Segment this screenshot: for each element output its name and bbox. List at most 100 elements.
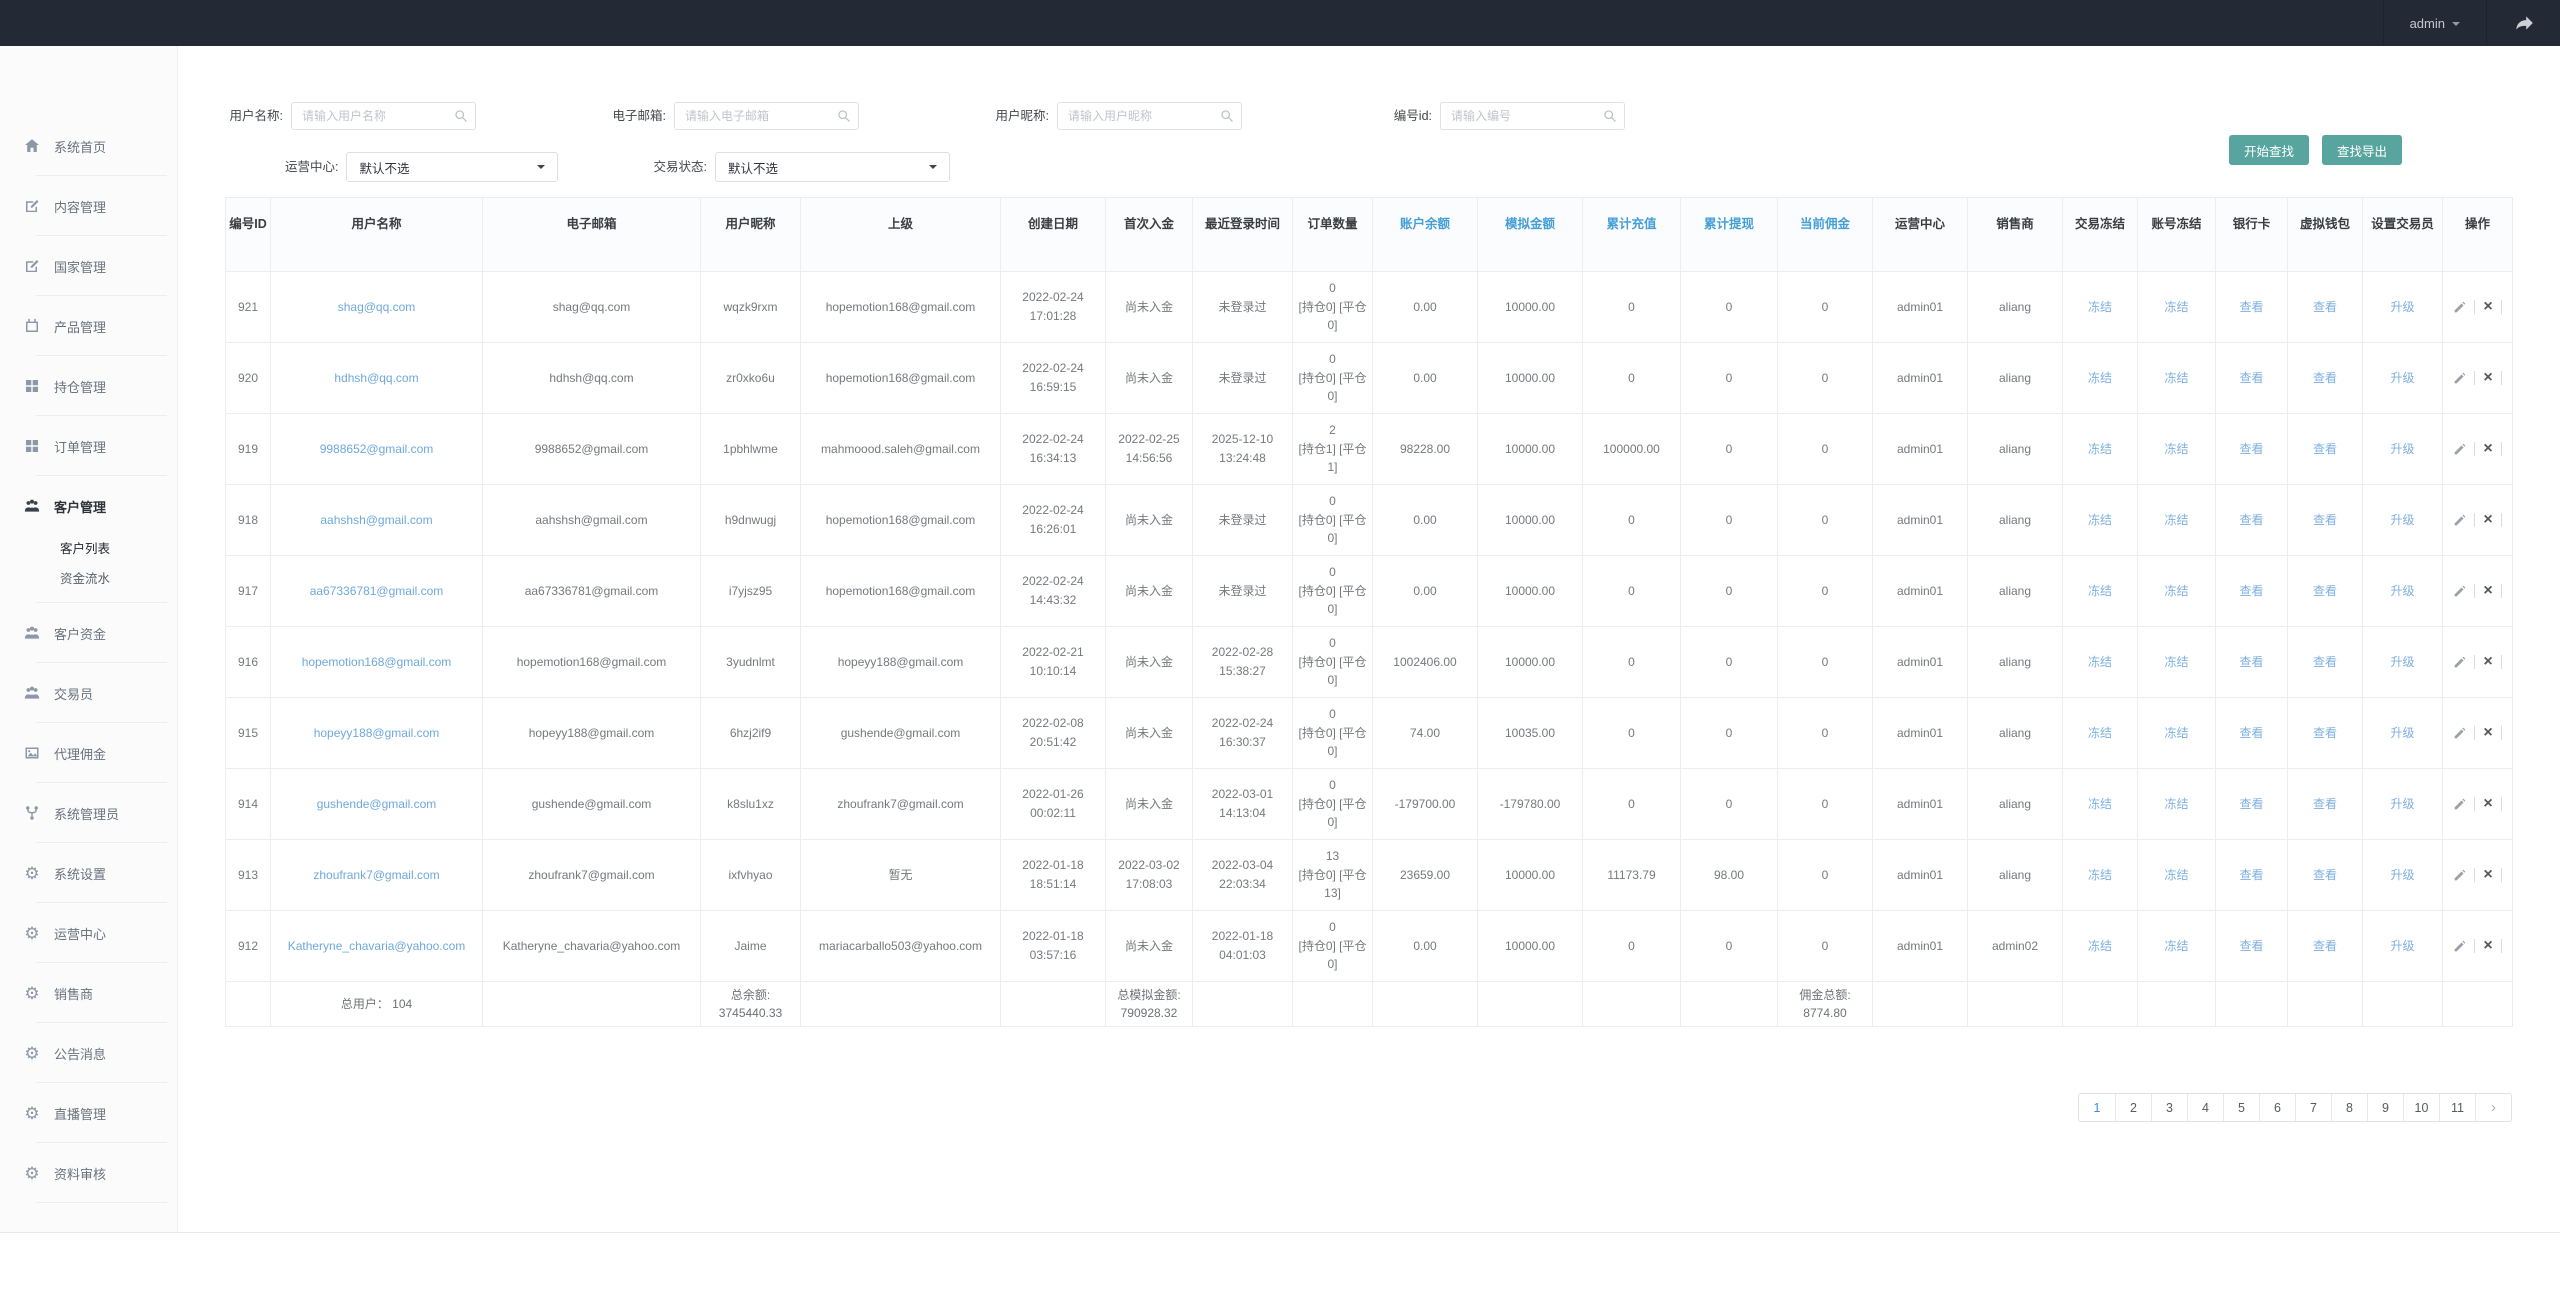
set-trader-link[interactable]: 升级 bbox=[2390, 299, 2415, 314]
edit-icon[interactable] bbox=[2453, 301, 2466, 314]
trade-freeze-link[interactable]: 冻结 bbox=[2087, 938, 2112, 953]
sidebar-item-audit[interactable]: ⚙ 资料审核 bbox=[0, 1143, 177, 1203]
delete-icon[interactable]: × bbox=[2483, 937, 2493, 954]
delete-icon[interactable]: × bbox=[2483, 653, 2493, 670]
nickname-search-input[interactable] bbox=[1057, 102, 1242, 130]
sidebar-item-customer[interactable]: 客户管理 bbox=[0, 476, 177, 536]
wallet-link[interactable]: 查看 bbox=[2312, 441, 2337, 456]
set-trader-link[interactable]: 升级 bbox=[2390, 583, 2415, 598]
edit-icon[interactable] bbox=[2453, 940, 2466, 953]
account-freeze-link[interactable]: 冻结 bbox=[2164, 867, 2189, 882]
export-button[interactable]: 查找导出 bbox=[2321, 135, 2402, 165]
delete-icon[interactable]: × bbox=[2483, 866, 2493, 883]
account-freeze-link[interactable]: 冻结 bbox=[2164, 938, 2189, 953]
bank-card-link[interactable]: 查看 bbox=[2239, 512, 2264, 527]
set-trader-link[interactable]: 升级 bbox=[2390, 938, 2415, 953]
bank-card-link[interactable]: 查看 bbox=[2239, 725, 2264, 740]
user-name-link[interactable]: aa67336781@gmail.com bbox=[309, 583, 444, 598]
delete-icon[interactable]: × bbox=[2483, 795, 2493, 812]
account-freeze-link[interactable]: 冻结 bbox=[2164, 441, 2189, 456]
user-name-link[interactable]: aahshsh@gmail.com bbox=[320, 512, 433, 527]
delete-icon[interactable]: × bbox=[2483, 369, 2493, 386]
search-button[interactable]: 开始查找 bbox=[2228, 135, 2309, 165]
user-name-link[interactable]: 9988652@gmail.com bbox=[319, 441, 434, 456]
user-name-link[interactable]: hdhsh@qq.com bbox=[334, 370, 419, 385]
page-button[interactable]: 10 bbox=[2403, 1094, 2439, 1121]
bank-card-link[interactable]: 查看 bbox=[2239, 441, 2264, 456]
set-trader-link[interactable]: 升级 bbox=[2390, 796, 2415, 811]
edit-icon[interactable] bbox=[2453, 372, 2466, 385]
wallet-link[interactable]: 查看 bbox=[2312, 938, 2337, 953]
logout-button[interactable] bbox=[2486, 0, 2560, 46]
sidebar-item-product[interactable]: 产品管理 bbox=[0, 296, 177, 356]
column-header[interactable]: 账户余额 bbox=[1372, 197, 1478, 272]
account-freeze-link[interactable]: 冻结 bbox=[2164, 725, 2189, 740]
bank-card-link[interactable]: 查看 bbox=[2239, 867, 2264, 882]
bank-card-link[interactable]: 查看 bbox=[2239, 654, 2264, 669]
page-button[interactable]: 5 bbox=[2223, 1094, 2259, 1121]
delete-icon[interactable]: × bbox=[2483, 724, 2493, 741]
bank-card-link[interactable]: 查看 bbox=[2239, 796, 2264, 811]
wallet-link[interactable]: 查看 bbox=[2312, 654, 2337, 669]
page-button[interactable]: 3 bbox=[2151, 1094, 2187, 1121]
account-freeze-link[interactable]: 冻结 bbox=[2164, 654, 2189, 669]
sidebar-item-order[interactable]: 订单管理 bbox=[0, 416, 177, 476]
wallet-link[interactable]: 查看 bbox=[2312, 725, 2337, 740]
wallet-link[interactable]: 查看 bbox=[2312, 512, 2337, 527]
sidebar-item-customer-funds[interactable]: 客户资金 bbox=[0, 603, 177, 663]
column-header[interactable]: 当前佣金 bbox=[1777, 197, 1873, 272]
user-name-link[interactable]: zhoufrank7@gmail.com bbox=[313, 867, 440, 882]
sidebar-item-seller[interactable]: ⚙ 销售商 bbox=[0, 963, 177, 1023]
trade-freeze-link[interactable]: 冻结 bbox=[2087, 725, 2112, 740]
page-button[interactable]: 9 bbox=[2367, 1094, 2403, 1121]
set-trader-link[interactable]: 升级 bbox=[2390, 370, 2415, 385]
column-header[interactable]: 模拟金额 bbox=[1477, 197, 1583, 272]
email-search-input[interactable] bbox=[674, 102, 859, 130]
op-center-select[interactable]: 默认不选 bbox=[346, 152, 559, 182]
sidebar-item-position[interactable]: 持仓管理 bbox=[0, 356, 177, 416]
set-trader-link[interactable]: 升级 bbox=[2390, 441, 2415, 456]
trade-freeze-link[interactable]: 冻结 bbox=[2087, 796, 2112, 811]
account-freeze-link[interactable]: 冻结 bbox=[2164, 512, 2189, 527]
bank-card-link[interactable]: 查看 bbox=[2239, 299, 2264, 314]
account-freeze-link[interactable]: 冻结 bbox=[2164, 370, 2189, 385]
bank-card-link[interactable]: 查看 bbox=[2239, 583, 2264, 598]
trade-status-select[interactable]: 默认不选 bbox=[714, 152, 950, 182]
trade-freeze-link[interactable]: 冻结 bbox=[2087, 370, 2112, 385]
trade-freeze-link[interactable]: 冻结 bbox=[2087, 654, 2112, 669]
edit-icon[interactable] bbox=[2453, 514, 2466, 527]
sidebar-subitem-customer-list[interactable]: 客户列表 bbox=[60, 542, 111, 556]
wallet-link[interactable]: 查看 bbox=[2312, 370, 2337, 385]
delete-icon[interactable]: × bbox=[2483, 298, 2493, 315]
sidebar-item-home[interactable]: 系统首页 bbox=[0, 116, 177, 176]
user-menu[interactable]: admin bbox=[2382, 0, 2486, 46]
account-freeze-link[interactable]: 冻结 bbox=[2164, 796, 2189, 811]
sidebar-item-country[interactable]: 国家管理 bbox=[0, 236, 177, 296]
sidebar-item-agent-commission[interactable]: 代理佣金 bbox=[0, 723, 177, 783]
sidebar-item-live[interactable]: ⚙ 直播管理 bbox=[0, 1083, 177, 1143]
trade-freeze-link[interactable]: 冻结 bbox=[2087, 441, 2112, 456]
account-freeze-link[interactable]: 冻结 bbox=[2164, 583, 2189, 598]
page-button[interactable]: 1 bbox=[2093, 1100, 2101, 1115]
account-freeze-link[interactable]: 冻结 bbox=[2164, 299, 2189, 314]
column-header[interactable]: 累计提现 bbox=[1680, 197, 1778, 272]
trade-freeze-link[interactable]: 冻结 bbox=[2087, 299, 2112, 314]
page-button[interactable]: 6 bbox=[2259, 1094, 2295, 1121]
column-header[interactable]: 累计充值 bbox=[1582, 197, 1681, 272]
set-trader-link[interactable]: 升级 bbox=[2390, 654, 2415, 669]
user-name-link[interactable]: Katheryne_chavaria@yahoo.com bbox=[287, 938, 466, 953]
delete-icon[interactable]: × bbox=[2483, 440, 2493, 457]
wallet-link[interactable]: 查看 bbox=[2312, 583, 2337, 598]
wallet-link[interactable]: 查看 bbox=[2312, 867, 2337, 882]
next-page-button[interactable]: › bbox=[2475, 1094, 2511, 1121]
trade-freeze-link[interactable]: 冻结 bbox=[2087, 867, 2112, 882]
edit-icon[interactable] bbox=[2453, 727, 2466, 740]
user-name-link[interactable]: hopeyy188@gmail.com bbox=[313, 725, 440, 740]
id-search-input[interactable] bbox=[1440, 102, 1625, 130]
edit-icon[interactable] bbox=[2453, 798, 2466, 811]
edit-icon[interactable] bbox=[2453, 443, 2466, 456]
delete-icon[interactable]: × bbox=[2483, 582, 2493, 599]
set-trader-link[interactable]: 升级 bbox=[2390, 725, 2415, 740]
page-button[interactable]: 8 bbox=[2331, 1094, 2367, 1121]
wallet-link[interactable]: 查看 bbox=[2312, 796, 2337, 811]
